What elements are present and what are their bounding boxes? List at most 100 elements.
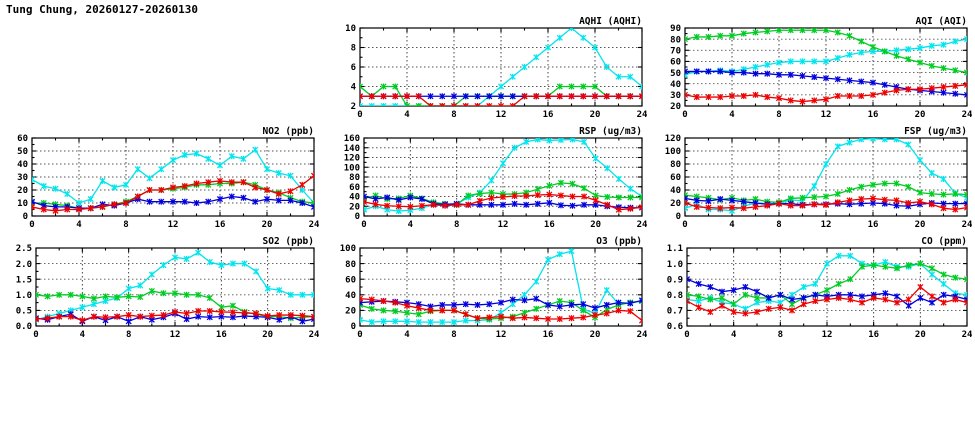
series-rsp-day1 xyxy=(364,138,642,215)
svg-text:4: 4 xyxy=(729,220,735,230)
svg-text:4: 4 xyxy=(404,110,410,120)
svg-text:0: 0 xyxy=(357,330,362,340)
series-fsp-day2 xyxy=(685,180,967,206)
svg-text:12: 12 xyxy=(168,220,179,230)
svg-text:16: 16 xyxy=(543,110,554,120)
series-co-day1 xyxy=(687,252,967,312)
panel-title-no2: NO2 (ppb) xyxy=(263,126,314,137)
svg-text:8: 8 xyxy=(126,330,131,340)
svg-text:0.6: 0.6 xyxy=(667,322,683,332)
svg-text:4: 4 xyxy=(80,330,86,340)
plot-frame-co xyxy=(686,247,968,327)
svg-text:30: 30 xyxy=(17,173,28,183)
svg-text:16: 16 xyxy=(543,330,554,340)
svg-text:16: 16 xyxy=(868,220,879,230)
gridlines-aqi xyxy=(685,28,967,106)
svg-text:8: 8 xyxy=(454,220,459,230)
chart-panel-rsp: RSP (ug/m3) 0 20 40 60 80 100 120 140 160 0 4 8 12 16 2… xyxy=(330,124,648,234)
series-no2-day3 xyxy=(32,193,314,212)
series-no2-day1 xyxy=(32,146,314,207)
svg-text:8: 8 xyxy=(451,110,456,120)
svg-text:20: 20 xyxy=(349,202,360,212)
svg-text:10: 10 xyxy=(17,199,28,209)
svg-text:60: 60 xyxy=(670,173,681,183)
series-aqi-day2 xyxy=(685,28,967,76)
svg-text:120: 120 xyxy=(344,154,360,164)
svg-text:20: 20 xyxy=(590,220,601,230)
svg-text:80: 80 xyxy=(349,173,360,183)
svg-text:0: 0 xyxy=(682,110,687,120)
svg-text:24: 24 xyxy=(309,220,320,230)
svg-text:1.0: 1.0 xyxy=(667,260,683,270)
svg-text:16: 16 xyxy=(868,110,879,120)
svg-text:24: 24 xyxy=(962,330,973,340)
svg-text:16: 16 xyxy=(868,330,879,340)
svg-text:20: 20 xyxy=(345,307,356,317)
gridlines-co xyxy=(687,248,967,326)
svg-text:24: 24 xyxy=(637,330,648,340)
svg-text:20: 20 xyxy=(590,330,601,340)
svg-text:40: 40 xyxy=(670,80,681,90)
panel-title-rsp: RSP (ug/m3) xyxy=(579,126,642,137)
panel-title-aqhi: AQHI (AQHI) xyxy=(579,16,642,27)
svg-text:0.7: 0.7 xyxy=(667,307,683,317)
svg-text:2.0: 2.0 xyxy=(16,260,32,270)
svg-text:24: 24 xyxy=(637,110,648,120)
svg-text:0: 0 xyxy=(357,110,362,120)
svg-text:60: 60 xyxy=(670,58,681,68)
svg-text:40: 40 xyxy=(345,291,356,301)
plot-o3: O3 (ppb) 0 20 40 60 80 100 0 4 8 12 16 20 24 xyxy=(340,236,648,340)
plot-fsp: FSP (ug/m3) 0 20 40 60 80 100 120 0 4 8 12 16 20 24 xyxy=(665,126,973,230)
svg-text:12: 12 xyxy=(498,220,509,230)
panel-title-so2: SO2 (ppb) xyxy=(263,236,314,247)
svg-text:8: 8 xyxy=(123,220,128,230)
svg-text:60: 60 xyxy=(349,183,360,193)
svg-text:4: 4 xyxy=(731,330,737,340)
svg-text:100: 100 xyxy=(665,147,681,157)
series-rsp-day4 xyxy=(364,191,642,213)
svg-text:20: 20 xyxy=(17,186,28,196)
svg-text:0: 0 xyxy=(23,212,28,222)
series-so2-day4 xyxy=(36,307,314,324)
svg-text:100: 100 xyxy=(340,244,356,254)
svg-text:0: 0 xyxy=(351,322,356,332)
svg-text:16: 16 xyxy=(215,220,226,230)
svg-text:20: 20 xyxy=(670,102,681,112)
svg-text:24: 24 xyxy=(637,220,648,230)
svg-text:2.5: 2.5 xyxy=(16,244,32,254)
svg-text:80: 80 xyxy=(670,35,681,45)
chart-panel-so2: SO2 (ppb) 0.0 0.5 1.0 1.5 2.0 2.5 0 4 8 12 16 20 24 xyxy=(2,234,320,344)
svg-text:20: 20 xyxy=(915,110,926,120)
svg-text:8: 8 xyxy=(776,110,781,120)
svg-text:30: 30 xyxy=(670,91,681,101)
page-title: Tung Chung, 20260127-20260130 xyxy=(6,3,199,16)
series-o3-day4 xyxy=(360,295,642,324)
panel-title-fsp: FSP (ug/m3) xyxy=(904,126,967,137)
svg-text:12: 12 xyxy=(821,220,832,230)
svg-text:100: 100 xyxy=(344,163,360,173)
svg-text:160: 160 xyxy=(344,134,360,144)
svg-text:12: 12 xyxy=(821,110,832,120)
svg-text:8: 8 xyxy=(778,330,783,340)
svg-text:20: 20 xyxy=(590,110,601,120)
svg-text:0: 0 xyxy=(355,212,360,222)
axes-co: 0.6 0.7 0.8 0.9 1.0 1.1 0 4 8 12 16 20 24 xyxy=(667,244,973,340)
svg-text:0: 0 xyxy=(684,330,689,340)
chart-panel-fsp: FSP (ug/m3) 0 20 40 60 80 100 120 0 4 8 12 16 20 24 xyxy=(655,124,973,234)
svg-text:20: 20 xyxy=(262,330,273,340)
chart-panel-o3: O3 (ppb) 0 20 40 60 80 100 0 4 8 12 16 20 24 xyxy=(330,234,648,344)
panel-title-o3: O3 (ppb) xyxy=(596,236,642,247)
svg-text:4: 4 xyxy=(351,83,357,93)
svg-text:12: 12 xyxy=(496,330,507,340)
svg-text:40: 40 xyxy=(670,186,681,196)
plot-no2: NO2 (ppb) 0 10 20 30 40 50 60 0 4 8 12 16 20 24 xyxy=(17,126,320,230)
series-fsp-day4 xyxy=(685,195,967,213)
svg-text:0: 0 xyxy=(676,212,681,222)
svg-text:8: 8 xyxy=(451,330,456,340)
svg-text:0: 0 xyxy=(361,220,366,230)
svg-text:4: 4 xyxy=(404,330,410,340)
svg-text:90: 90 xyxy=(670,24,681,34)
plot-so2: SO2 (ppb) 0.0 0.5 1.0 1.5 2.0 2.5 0 4 8 12 16 20 24 xyxy=(16,236,320,340)
svg-text:24: 24 xyxy=(962,220,973,230)
svg-text:40: 40 xyxy=(349,193,360,203)
